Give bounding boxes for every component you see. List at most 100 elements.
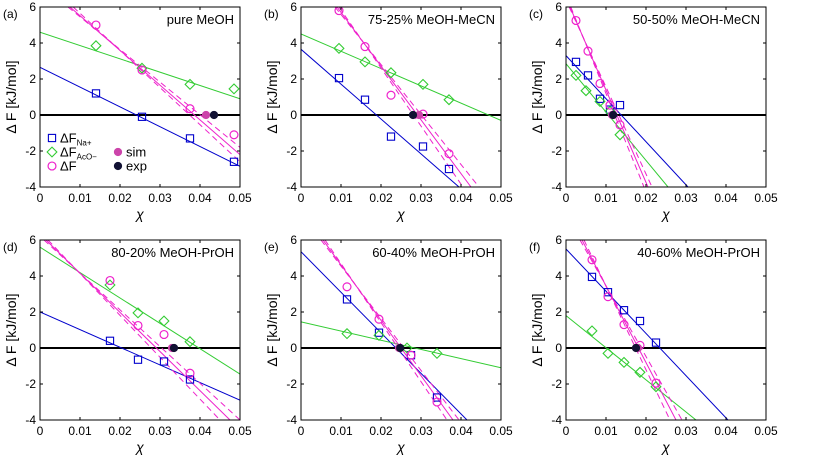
x-tick-label: 0.05 — [489, 424, 513, 438]
x-axis-label: χ — [660, 439, 670, 455]
y-tick-label: 0 — [29, 108, 36, 122]
x-axis-label: χ — [395, 206, 405, 222]
y-tick-label: 6 — [555, 0, 562, 14]
y-axis-label: Δ F [kJ/mol] — [3, 60, 19, 133]
data-point — [137, 112, 147, 121]
panel-title: 60-40% MeOH-PrOH — [372, 245, 495, 260]
data-point — [651, 338, 661, 347]
y-tick-label: 2 — [555, 305, 562, 319]
fit-line — [69, 7, 240, 155]
data-point — [570, 69, 582, 82]
y-tick-label: -2 — [286, 144, 297, 158]
y-tick-label: 2 — [29, 72, 36, 86]
legend-base: exp — [126, 159, 147, 174]
panel-label: (b) — [264, 7, 279, 21]
data-point — [595, 94, 605, 103]
data-point — [91, 89, 101, 98]
data-point — [334, 7, 344, 16]
x-tick-label: 0.03 — [409, 424, 433, 438]
legend-marker — [46, 146, 58, 158]
data-point — [374, 328, 384, 337]
y-tick-label: 6 — [29, 0, 36, 14]
y-tick-label: 4 — [555, 36, 562, 50]
legend-label: exp — [126, 159, 147, 174]
data-point — [586, 325, 598, 337]
y-tick-label: -4 — [25, 413, 36, 427]
y-tick-label: -2 — [25, 377, 36, 391]
axes-frame — [565, 239, 767, 421]
exp-point — [609, 110, 618, 120]
x-tick-label: 0.02 — [369, 191, 393, 205]
x-tick-label: 0.04 — [188, 424, 212, 438]
confidence-band — [324, 240, 448, 420]
panel-3: 0 0.01 0.02 0.03 0.04 0.05 -4 -2 0 2 4 6 χ Δ F [kJ/mo… — [3, 233, 252, 455]
data-point — [105, 275, 115, 286]
y-tick-label: 0 — [555, 108, 562, 122]
y-tick-label: 6 — [290, 0, 297, 14]
x-tick-label: 0.04 — [449, 191, 473, 205]
y-tick-label: 0 — [29, 341, 36, 355]
fit-line — [566, 248, 729, 420]
data-point — [432, 397, 442, 407]
legend-subscript: Na+ — [77, 139, 92, 148]
data-point — [159, 329, 169, 340]
y-tick-label: 4 — [290, 269, 297, 283]
plot-area — [40, 240, 240, 420]
data-point — [185, 368, 195, 378]
panel-4: 0 0.01 0.02 0.03 0.04 0.05 -4 -2 0 2 4 6 χ Δ F [kJ/mo… — [264, 233, 513, 455]
y-tick-label: 0 — [555, 341, 562, 355]
y-tick-label: 0 — [290, 341, 297, 355]
sim-point — [201, 110, 211, 120]
legend-subscript: AcO− — [77, 153, 98, 162]
x-tick-label: 0.05 — [489, 191, 513, 205]
x-tick-label: 0.05 — [228, 424, 252, 438]
x-tick-label: 0 — [37, 424, 44, 438]
y-tick-label: 6 — [555, 233, 562, 247]
confidence-band — [579, 240, 683, 420]
panel-title: 50-50% MeOH-MeCN — [633, 12, 760, 27]
sim-point — [414, 110, 424, 120]
data-point — [619, 306, 629, 315]
data-point — [386, 90, 396, 100]
data-point — [605, 100, 615, 110]
y-axis-label: Δ F [kJ/mol] — [529, 293, 545, 366]
data-point — [341, 327, 353, 340]
x-tick-label: 0.03 — [148, 191, 172, 205]
data-point — [634, 366, 646, 378]
data-point — [619, 320, 629, 330]
data-point — [406, 350, 416, 360]
x-tick-label: 0.02 — [108, 191, 132, 205]
legend-marker — [47, 133, 57, 143]
data-point — [444, 149, 454, 159]
data-point — [583, 46, 593, 56]
data-point — [136, 62, 148, 74]
y-axis-label: Δ F [kJ/mol] — [3, 293, 19, 366]
data-point — [615, 120, 625, 130]
confidence-band — [67, 7, 240, 148]
x-axis-label: χ — [395, 439, 405, 455]
y-axis-label: Δ F [kJ/mol] — [264, 60, 280, 133]
y-tick-label: -4 — [286, 180, 297, 194]
data-point — [132, 307, 144, 319]
data-point — [229, 157, 239, 166]
x-tick-label: 0.01 — [68, 191, 92, 205]
panel-0: 0 0.01 0.02 0.03 0.04 0.05 -4 -2 0 2 4 6 χ Δ F [kJ/mo… — [3, 0, 252, 222]
x-axis-label: χ — [660, 206, 670, 222]
legend-base: ΔF — [60, 131, 77, 146]
y-tick-label: -4 — [551, 413, 562, 427]
y-tick-label: -4 — [25, 180, 36, 194]
legend-label: sim — [126, 145, 146, 160]
axes-frame — [39, 6, 241, 188]
x-tick-label: 0.01 — [594, 191, 618, 205]
data-point — [385, 67, 397, 79]
data-point — [618, 356, 630, 369]
data-point — [571, 15, 581, 26]
fit-line — [569, 7, 649, 187]
data-point — [373, 329, 385, 342]
exp-point — [408, 110, 418, 120]
y-tick-label: 4 — [29, 36, 36, 50]
data-point — [185, 134, 195, 143]
x-tick-label: 0.02 — [634, 191, 658, 205]
data-point — [580, 85, 592, 97]
